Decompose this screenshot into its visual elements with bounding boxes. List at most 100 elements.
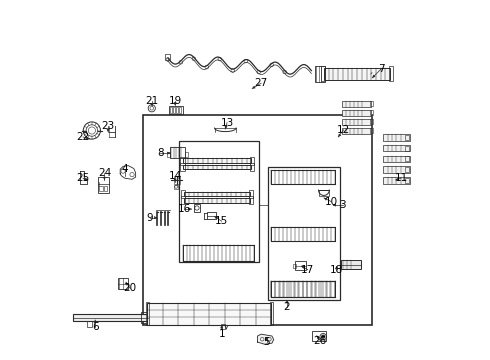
Bar — [383, 156, 410, 162]
Bar — [250, 163, 254, 171]
Bar — [118, 278, 128, 289]
Bar — [370, 102, 373, 107]
Bar — [143, 116, 372, 325]
Bar — [183, 244, 254, 261]
Text: 2: 2 — [284, 302, 290, 312]
Text: 15: 15 — [215, 216, 228, 226]
Bar — [342, 101, 370, 107]
Text: 5: 5 — [263, 337, 270, 347]
Bar — [147, 302, 149, 325]
Bar — [342, 110, 370, 116]
Bar — [271, 226, 335, 241]
Bar — [383, 145, 410, 151]
Text: 1: 1 — [219, 329, 225, 339]
Bar — [167, 152, 170, 157]
Text: 21: 21 — [145, 96, 158, 106]
Text: 8: 8 — [157, 148, 164, 158]
Bar — [184, 198, 250, 203]
Text: 7: 7 — [378, 64, 385, 74]
Bar — [342, 128, 370, 134]
Bar — [295, 261, 306, 270]
Bar — [389, 66, 393, 81]
Text: 12: 12 — [337, 125, 350, 135]
Text: 4: 4 — [122, 164, 128, 174]
Text: 27: 27 — [254, 78, 268, 88]
Bar — [383, 166, 410, 173]
Bar — [141, 312, 149, 323]
Text: 18: 18 — [330, 265, 343, 275]
Bar — [180, 163, 185, 171]
Bar — [220, 324, 225, 329]
Bar — [270, 302, 273, 325]
Bar — [185, 152, 188, 157]
Polygon shape — [120, 166, 136, 179]
Bar — [166, 54, 170, 60]
Bar — [250, 157, 254, 165]
Bar — [87, 320, 92, 327]
Text: 26: 26 — [314, 336, 327, 346]
Bar — [271, 282, 335, 297]
Bar — [249, 190, 253, 198]
Text: 20: 20 — [123, 283, 137, 293]
Bar — [184, 192, 250, 196]
Text: 24: 24 — [98, 168, 111, 178]
Bar — [194, 204, 200, 212]
Bar — [174, 185, 178, 189]
Text: 10: 10 — [324, 197, 338, 207]
Bar — [176, 107, 178, 113]
Bar — [183, 158, 251, 163]
Bar — [170, 147, 185, 158]
Bar — [405, 145, 409, 150]
Bar — [315, 66, 325, 82]
Bar — [73, 314, 148, 320]
Bar — [313, 330, 326, 341]
Bar — [147, 303, 271, 324]
Text: 14: 14 — [169, 171, 182, 181]
Bar — [405, 156, 409, 161]
Bar — [170, 107, 172, 113]
Bar — [269, 167, 340, 300]
Bar — [405, 135, 409, 140]
Bar — [169, 106, 183, 114]
Text: 11: 11 — [394, 173, 408, 183]
Text: 13: 13 — [220, 118, 234, 128]
Bar — [324, 68, 390, 80]
Bar — [370, 111, 373, 116]
Bar — [370, 129, 373, 134]
Bar — [294, 264, 296, 267]
Bar — [271, 282, 335, 297]
Bar — [321, 66, 325, 81]
Bar — [383, 177, 410, 184]
Circle shape — [322, 335, 324, 338]
Text: 9: 9 — [147, 213, 153, 222]
Bar — [181, 190, 186, 198]
Text: 23: 23 — [101, 121, 115, 131]
Bar — [271, 170, 335, 184]
Bar — [405, 178, 409, 183]
Bar — [341, 260, 361, 269]
Bar — [104, 186, 107, 191]
Text: 19: 19 — [169, 96, 182, 106]
Bar — [173, 107, 175, 113]
Text: 25: 25 — [76, 173, 90, 183]
Bar — [174, 176, 180, 184]
Bar — [179, 140, 259, 262]
Bar — [207, 212, 216, 219]
Text: 16: 16 — [177, 204, 191, 214]
Bar — [99, 186, 103, 191]
Text: 3: 3 — [340, 200, 346, 210]
Bar — [342, 119, 370, 125]
Text: 17: 17 — [301, 265, 315, 275]
Text: 6: 6 — [92, 322, 98, 332]
Bar — [183, 165, 251, 169]
Bar — [383, 134, 410, 140]
Bar — [98, 177, 109, 193]
Bar — [179, 107, 181, 113]
Bar — [249, 197, 253, 204]
Bar — [318, 190, 329, 196]
Text: 22: 22 — [76, 132, 90, 142]
Bar — [180, 157, 185, 165]
Polygon shape — [258, 334, 274, 344]
Bar — [181, 197, 186, 204]
Bar — [370, 120, 373, 125]
